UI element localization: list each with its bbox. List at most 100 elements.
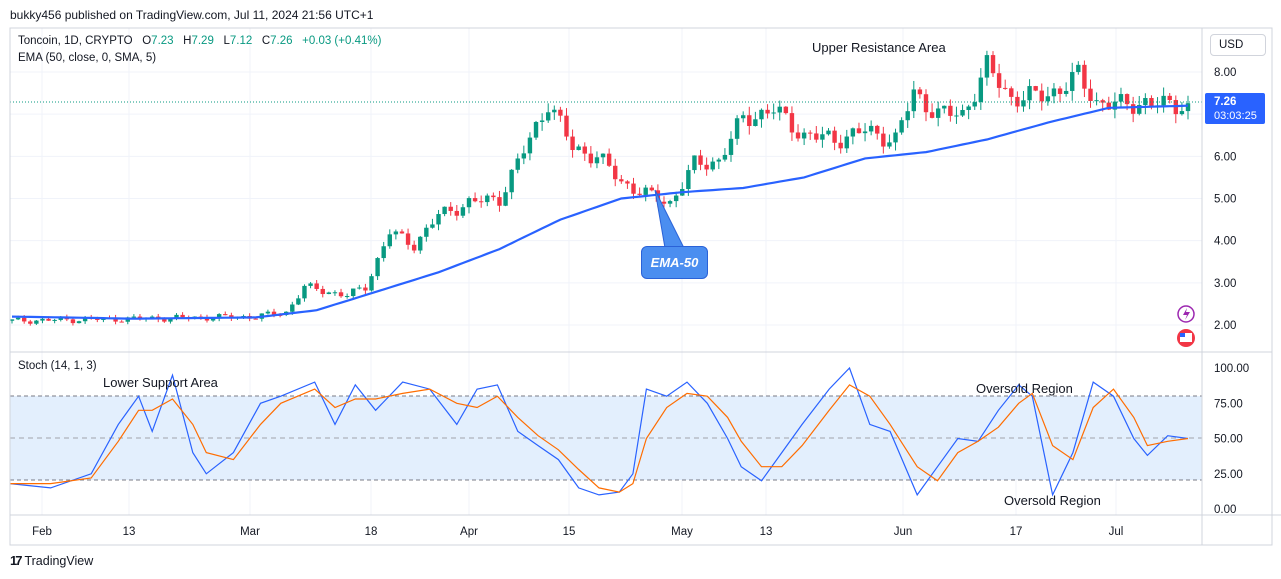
candle-body — [1088, 88, 1093, 101]
candle-body — [411, 244, 417, 251]
candle-body — [588, 153, 594, 164]
price-tick-label: 2.00 — [1214, 320, 1236, 332]
symbol-name: Toncoin, 1D, CRYPTO — [18, 35, 133, 47]
candle-body — [1112, 101, 1118, 110]
candle-body — [381, 246, 386, 259]
candle-body — [314, 283, 319, 289]
candle-body — [1106, 102, 1111, 110]
candle-body — [881, 133, 886, 147]
candle-body — [667, 201, 673, 204]
candle-body — [789, 113, 795, 133]
candle-body — [631, 183, 636, 194]
candle-body — [40, 318, 45, 321]
stoch-legend: Stoch (14, 1, 3) — [18, 360, 97, 372]
candle-body — [661, 201, 667, 204]
candle-body — [95, 318, 100, 320]
candle-body — [868, 125, 874, 132]
candle-body — [485, 195, 490, 203]
candle-body — [887, 142, 892, 147]
price-tick-label: 8.00 — [1214, 67, 1236, 79]
candle-body — [777, 106, 782, 113]
candle-body — [320, 288, 325, 295]
candle-body — [15, 317, 21, 320]
currency-button[interactable]: USD — [1210, 34, 1266, 56]
candle-body — [692, 155, 697, 171]
time-tick-label: 18 — [365, 526, 378, 538]
candle-body — [509, 169, 514, 193]
candle-body — [1082, 64, 1087, 89]
candle-body — [28, 321, 33, 324]
candle-body — [466, 198, 472, 208]
time-tick-label: Feb — [32, 526, 52, 538]
candle-body — [1118, 94, 1124, 102]
candle-body — [942, 105, 947, 109]
candle-body — [1179, 111, 1185, 115]
candle-body — [643, 187, 648, 195]
candle-body — [990, 55, 996, 74]
candle-body — [875, 125, 880, 134]
price-tick-label: 4.00 — [1214, 236, 1236, 248]
candle-body — [856, 128, 862, 134]
candle-body — [935, 108, 941, 118]
candle-body — [704, 164, 709, 170]
chart-frame — [9, 27, 1273, 546]
candle-body — [1076, 64, 1081, 73]
stoch-tick-label: 75.00 — [1214, 398, 1243, 410]
tradingview-logo[interactable]: 17 TradingView — [10, 553, 93, 568]
high-label: H — [183, 35, 192, 47]
candle-body — [527, 137, 533, 154]
tradingview-logo-icon: 17 — [10, 553, 23, 568]
candle-body — [497, 197, 502, 206]
time-tick-label: Jul — [1109, 526, 1124, 538]
candle-body — [606, 153, 612, 166]
candle-body — [174, 314, 179, 318]
candle-body — [113, 317, 118, 322]
candle-body — [405, 233, 411, 245]
candle-body — [448, 206, 453, 211]
ema-legend: EMA (50, close, 0, SMA, 5) — [18, 52, 157, 64]
time-tick-label: 13 — [760, 526, 773, 538]
candle-body — [765, 109, 770, 114]
lightning-icon[interactable] — [1177, 305, 1195, 323]
candle-body — [265, 311, 271, 314]
last-price: 7.26 — [1214, 96, 1237, 108]
candle-body — [747, 115, 752, 127]
flag-glyph — [1180, 333, 1192, 342]
candle-body — [216, 314, 222, 319]
ema-50-line — [11, 104, 1189, 320]
candle-body — [436, 214, 441, 225]
ema-callout: EMA-50 — [641, 246, 708, 279]
candle-body — [58, 317, 63, 320]
candle-body — [418, 236, 423, 251]
bar-countdown: 03:03:25 — [1214, 110, 1257, 122]
price-tick-label: 5.00 — [1214, 194, 1236, 206]
candle-body — [722, 154, 728, 160]
candle-body — [119, 321, 124, 323]
change-value: +0.03 (+0.41%) — [302, 35, 382, 47]
price-tick-label: 6.00 — [1214, 151, 1236, 163]
price-tick-label: 3.00 — [1214, 278, 1236, 290]
candle-body — [162, 319, 167, 322]
candle-body — [570, 136, 575, 151]
candle-body — [9, 319, 15, 321]
candle-body — [734, 118, 740, 139]
candle-body — [808, 132, 813, 134]
tradingview-brand: TradingView — [24, 553, 94, 568]
candle-body — [1130, 104, 1136, 114]
candle-body — [1100, 100, 1105, 103]
candle-body — [1094, 100, 1099, 102]
candle-body — [442, 206, 447, 215]
candle-body — [625, 181, 630, 184]
candle-body — [290, 304, 295, 312]
candle-body — [296, 298, 301, 305]
candle-body — [271, 311, 277, 315]
candle-body — [168, 317, 173, 322]
candle-body — [832, 130, 837, 143]
candle-body — [34, 320, 39, 324]
candle-body — [1124, 94, 1130, 105]
candle-body — [564, 115, 569, 137]
candle-body — [326, 292, 332, 295]
candle-body — [844, 136, 849, 149]
time-tick-label: 17 — [1010, 526, 1023, 538]
